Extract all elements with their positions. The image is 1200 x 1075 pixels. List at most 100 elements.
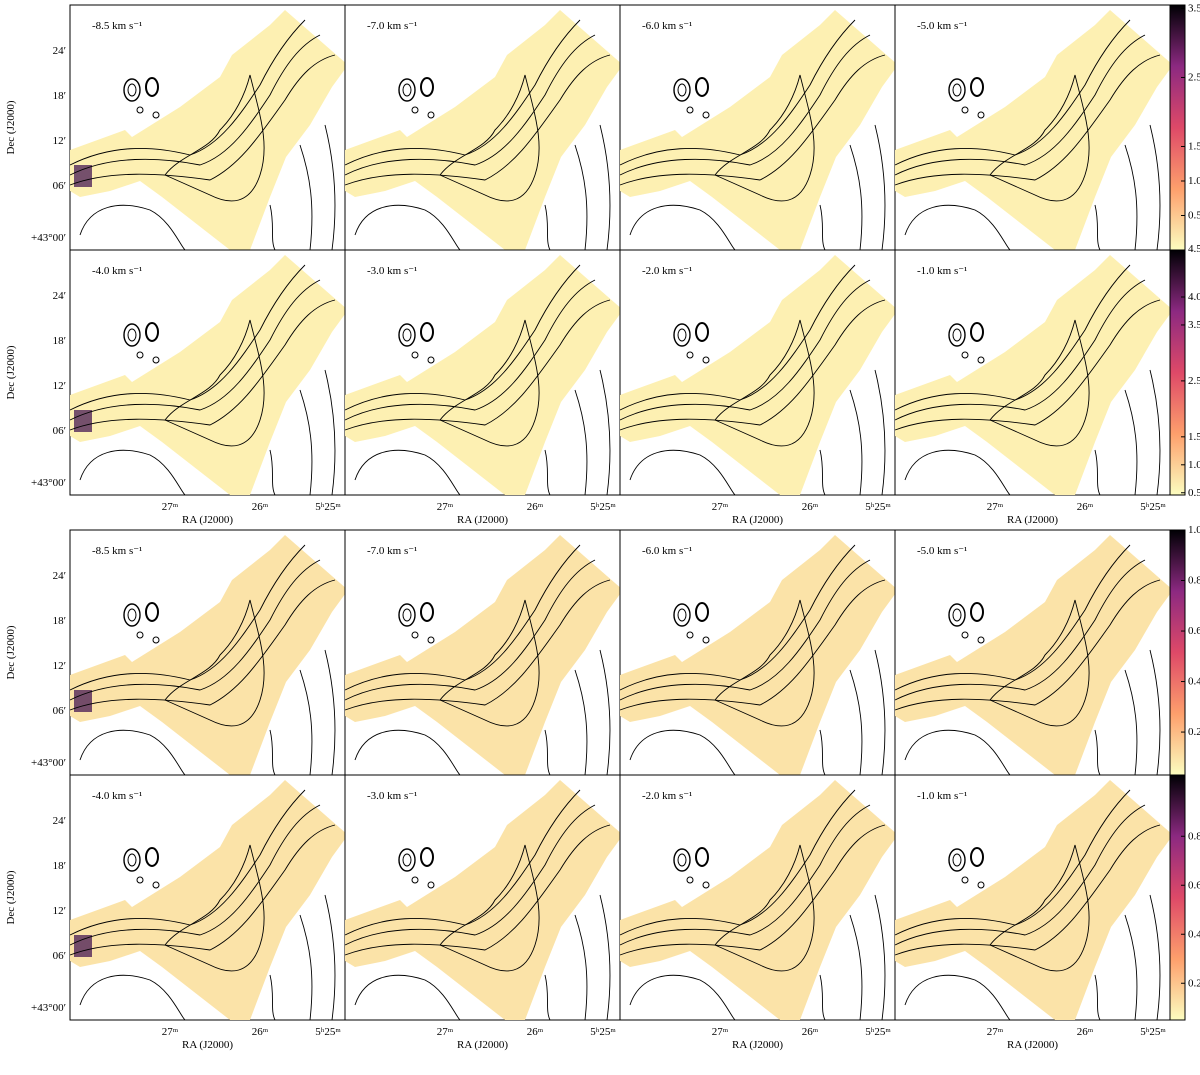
contour — [894, 34, 1146, 176]
contour — [977, 881, 985, 889]
x-tick-label: 5ʰ25ᵐ — [1140, 501, 1166, 513]
contour — [354, 729, 461, 776]
contour — [145, 847, 159, 867]
y-tick-label: 06′ — [53, 950, 66, 962]
contour — [619, 544, 856, 691]
contour — [714, 319, 815, 447]
contour — [686, 631, 694, 639]
panel: -2.0 km s⁻¹ — [619, 774, 898, 1021]
contour — [544, 894, 611, 1021]
emission-map — [895, 10, 1173, 250]
velocity-label: -6.0 km s⁻¹ — [642, 545, 692, 557]
contour — [894, 54, 1161, 186]
contour — [427, 881, 435, 889]
x-tick-label: 27ᵐ — [712, 501, 729, 513]
y-tick-label: +43°00′ — [31, 232, 66, 244]
contour — [673, 848, 691, 872]
y-tick-label: +43°00′ — [31, 1002, 66, 1014]
contour — [411, 631, 419, 639]
contour — [269, 649, 336, 776]
contour — [402, 328, 412, 342]
contour — [439, 74, 540, 202]
x-tick-label: 5ʰ25ᵐ — [590, 501, 616, 513]
y-tick-label: 06′ — [53, 425, 66, 437]
contour — [136, 876, 144, 884]
contour — [952, 608, 962, 622]
emission-map — [620, 535, 898, 775]
contour — [894, 579, 1161, 711]
contour — [127, 328, 137, 342]
contour — [402, 608, 412, 622]
contour — [1094, 649, 1161, 776]
contour — [686, 106, 694, 114]
contour — [123, 323, 141, 347]
emission-map — [345, 535, 623, 775]
contour — [677, 608, 687, 622]
colorbar-tick-label: 4.5 — [1188, 243, 1200, 255]
contour — [269, 369, 336, 496]
contour — [629, 449, 736, 496]
contour — [427, 356, 435, 364]
x-tick-label: 27ᵐ — [712, 1026, 729, 1038]
contour — [819, 124, 886, 251]
contour — [127, 83, 137, 97]
x-axis-label: RA (J2000) — [732, 1039, 783, 1051]
contour — [69, 824, 336, 956]
contour — [402, 853, 412, 867]
contour — [619, 264, 856, 411]
contour — [904, 974, 1011, 1021]
colorbar-tick-label: 3.5 — [1188, 319, 1200, 331]
contour — [819, 894, 886, 1021]
contour — [970, 322, 984, 342]
panel: -6.0 km s⁻¹ — [619, 4, 898, 251]
colorbar — [1169, 249, 1186, 496]
x-axis-label: RA (J2000) — [182, 514, 233, 526]
emission-blob — [74, 410, 92, 432]
x-tick-label: 27ᵐ — [437, 501, 454, 513]
contour — [344, 54, 611, 186]
panel: -5.0 km s⁻¹ — [894, 529, 1173, 776]
y-tick-label: 24′ — [53, 290, 66, 302]
contour — [970, 77, 984, 97]
velocity-label: -2.0 km s⁻¹ — [642, 790, 692, 802]
contour — [344, 544, 581, 691]
contour — [69, 804, 321, 946]
x-tick-label: 27ᵐ — [162, 501, 179, 513]
contour — [619, 279, 871, 421]
contour — [948, 848, 966, 872]
colorbar-tick-label: 1.5 — [1188, 140, 1200, 152]
contour — [961, 876, 969, 884]
contour — [152, 881, 160, 889]
x-tick-label: 26ᵐ — [527, 501, 544, 513]
x-axis-label: RA (J2000) — [1007, 1039, 1058, 1051]
colorbar-tick-label: 0.4 — [1188, 928, 1200, 940]
contour — [686, 876, 694, 884]
contour — [952, 83, 962, 97]
contour — [702, 356, 710, 364]
velocity-label: -1.0 km s⁻¹ — [917, 265, 967, 277]
contour — [619, 559, 871, 701]
contour — [127, 853, 137, 867]
y-axis-label: Dec (J2000) — [5, 345, 17, 399]
contour — [164, 844, 265, 972]
contour — [677, 83, 687, 97]
contour — [69, 544, 306, 691]
contour — [894, 804, 1146, 946]
contour — [344, 34, 596, 176]
panel: -6.0 km s⁻¹ — [619, 529, 898, 776]
colorbar-tick-label: 0.2 — [1188, 726, 1200, 738]
contour — [970, 847, 984, 867]
colorbar — [1169, 529, 1186, 776]
contour — [269, 894, 336, 1021]
contour — [904, 729, 1011, 776]
x-tick-label: 26ᵐ — [252, 501, 269, 513]
contour — [269, 124, 336, 251]
x-axis-label: RA (J2000) — [182, 1039, 233, 1051]
x-axis-label: RA (J2000) — [732, 514, 783, 526]
contour — [398, 848, 416, 872]
contour — [427, 636, 435, 644]
contour — [344, 279, 596, 421]
contour — [948, 323, 966, 347]
contour — [989, 74, 1090, 202]
colorbar — [1169, 4, 1186, 251]
